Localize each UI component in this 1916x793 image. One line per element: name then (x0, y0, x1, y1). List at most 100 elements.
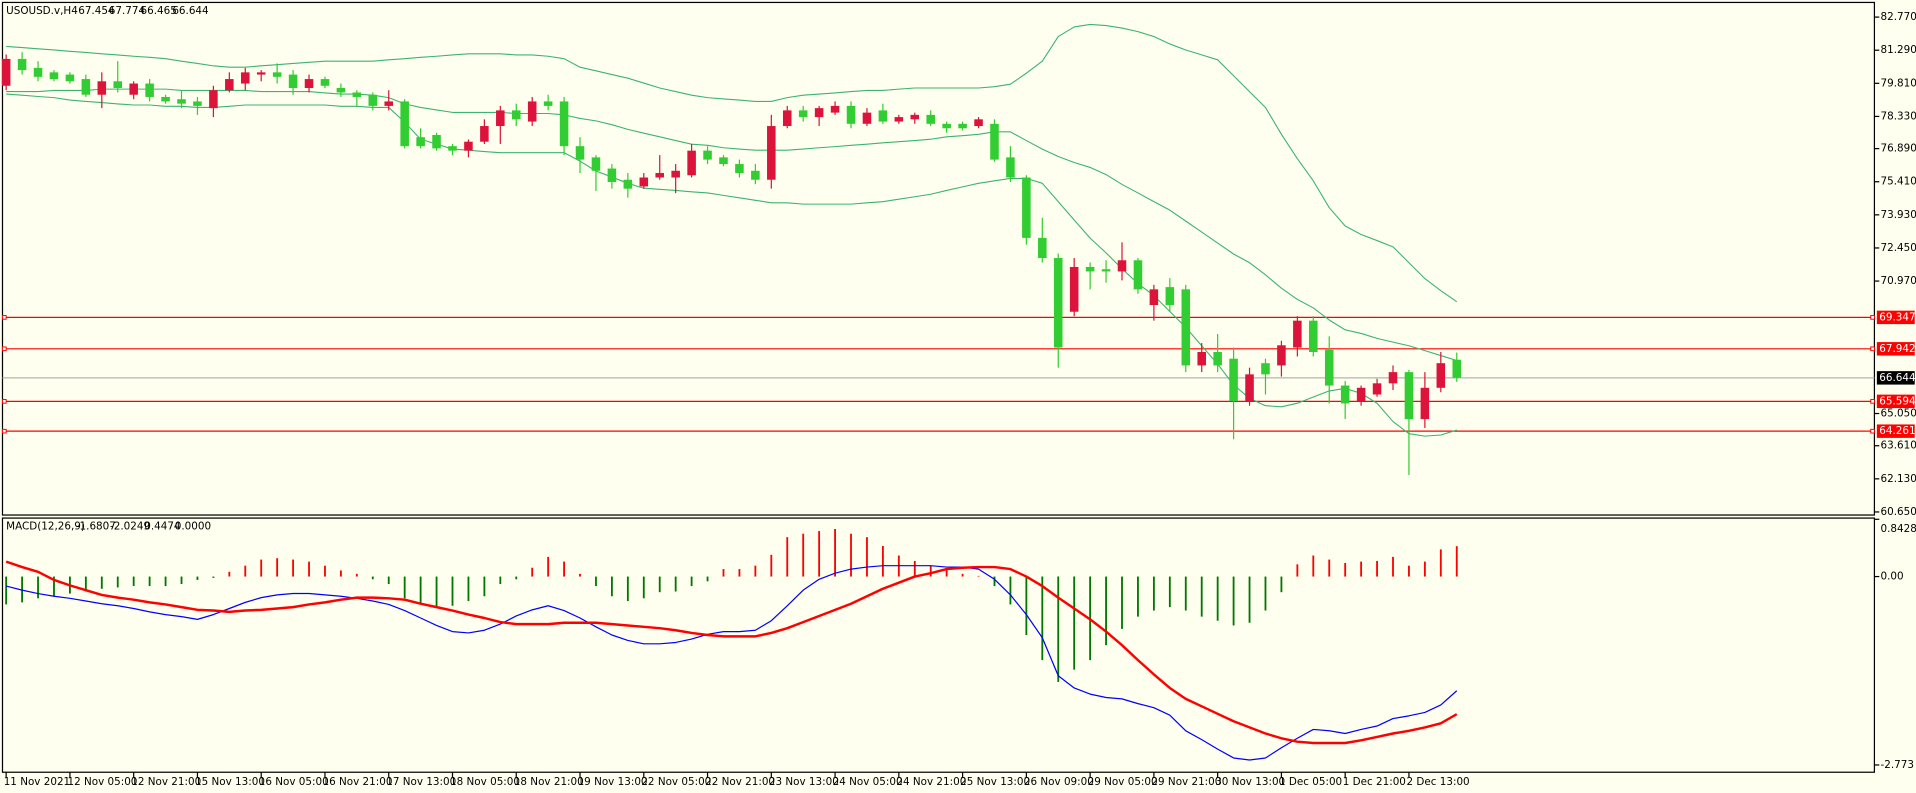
y-tick-label: 76.890 (1881, 143, 1916, 155)
y-tick-label: 82.770 (1881, 11, 1916, 23)
candle-body (1229, 358, 1238, 402)
candle-body (161, 96, 170, 102)
candle-body (1372, 383, 1382, 395)
candle-body (480, 126, 489, 142)
candle-body (942, 123, 951, 129)
y-tick-label: 62.130 (1881, 473, 1916, 485)
candle-body (1085, 266, 1095, 272)
x-tick-label: 16 Nov 21:00 (323, 776, 393, 788)
candle-body (814, 108, 824, 118)
y-tick-label: 70.970 (1881, 275, 1916, 287)
candle-body (496, 110, 505, 127)
y-tick-label: 65.050 (1881, 408, 1916, 420)
level-handle (1870, 346, 1875, 352)
candle-body (926, 114, 935, 124)
x-tick-label: 16 Nov 05:00 (259, 776, 329, 788)
candle-body (1356, 387, 1366, 402)
candle-body (81, 79, 91, 95)
candle-body (751, 170, 760, 180)
level-handle (2, 428, 7, 434)
candle-body (639, 177, 649, 187)
price-label: 66.644 (1879, 372, 1916, 384)
candle-body (448, 146, 457, 151)
level-handle (1870, 428, 1875, 434)
price-label-box (1876, 371, 1915, 385)
y-tick-label: 72.450 (1881, 242, 1916, 254)
bollinger-band (6, 88, 1457, 362)
header-low: 66.465 (141, 5, 177, 17)
candle-body (894, 117, 904, 122)
candle-body (1261, 363, 1270, 375)
macd-signal-value: -2.0249 (110, 521, 150, 533)
candle-body (591, 157, 601, 171)
candle-body (862, 112, 872, 124)
candle-body (209, 90, 218, 109)
level-label-box (1876, 310, 1915, 325)
x-tick-label: 2 Dec 13:00 (1406, 776, 1469, 788)
candle-body (878, 110, 888, 122)
level-label-box (1876, 394, 1915, 409)
candle-body (543, 101, 553, 106)
candle-body (1197, 351, 1206, 366)
candle-body (1213, 351, 1222, 366)
candle-body (671, 170, 680, 178)
x-tick-label: 18 Nov 21:00 (514, 776, 584, 788)
candle-body (1309, 320, 1318, 352)
candle-body (575, 146, 585, 160)
candle-body (97, 81, 107, 95)
header-close: 66.644 (172, 5, 209, 17)
level-label: 64.261 (1879, 425, 1915, 437)
candle-body (352, 92, 362, 97)
candle-body (256, 72, 266, 75)
x-tick-label: 29 Nov 05:00 (1088, 776, 1158, 788)
candle-body (1149, 289, 1159, 306)
candle-body (272, 72, 282, 77)
x-tick-label: 1 Dec 21:00 (1343, 776, 1406, 788)
x-tick-label: 22 Nov 05:00 (641, 776, 711, 788)
level-handle (2, 315, 7, 320)
candle-body (559, 101, 569, 147)
macd-extra-value: 0.0000 (175, 521, 211, 533)
header-high: 67.774 (109, 5, 146, 17)
level-label-box (1876, 424, 1915, 438)
y-tick-label: 73.930 (1881, 209, 1916, 221)
candle-body (1101, 269, 1111, 272)
macd-main-value: -1.6807 (76, 521, 116, 533)
macd-y-tick-label: 0.00 (1881, 571, 1904, 583)
candle-body (846, 105, 856, 124)
level-label: 67.942 (1879, 343, 1915, 355)
x-tick-label: 25 Nov 13:00 (960, 776, 1030, 788)
candle-body (193, 101, 202, 106)
x-tick-label: 17 Nov 13:00 (386, 776, 456, 788)
candle-body (990, 123, 999, 160)
candle-body (1181, 289, 1191, 366)
candle-body (1117, 260, 1127, 272)
candle-body (49, 72, 59, 80)
candle-body (336, 88, 346, 93)
candle-body (33, 67, 43, 77)
candle-body (655, 173, 665, 178)
x-tick-label: 1 Dec 05:00 (1279, 776, 1342, 788)
candle-body (304, 79, 314, 89)
level-handle (2, 399, 7, 404)
x-tick-label: 29 Nov 21:00 (1151, 776, 1221, 788)
candle-body (320, 79, 330, 86)
x-tick-label: 26 Nov 09:00 (1024, 776, 1094, 788)
candle-body (527, 101, 537, 122)
level-handle (1870, 315, 1875, 320)
candle-body (1404, 372, 1414, 420)
candle-body (1340, 385, 1350, 404)
candle-body (416, 137, 425, 147)
candle-body (1420, 387, 1430, 420)
candle-body (623, 179, 633, 189)
level-handle (1870, 399, 1875, 404)
y-tick-label: 63.610 (1881, 440, 1916, 452)
macd-header: MACD(12,26,9) -1.6807 -2.0249 0.4474 0.0… (6, 521, 211, 533)
candle-body (767, 126, 776, 180)
x-tick-label: 23 Nov 13:00 (769, 776, 839, 788)
x-tick-label: 30 Nov 13:00 (1215, 776, 1285, 788)
candle-body (1436, 363, 1446, 388)
candle-body (1165, 287, 1175, 306)
